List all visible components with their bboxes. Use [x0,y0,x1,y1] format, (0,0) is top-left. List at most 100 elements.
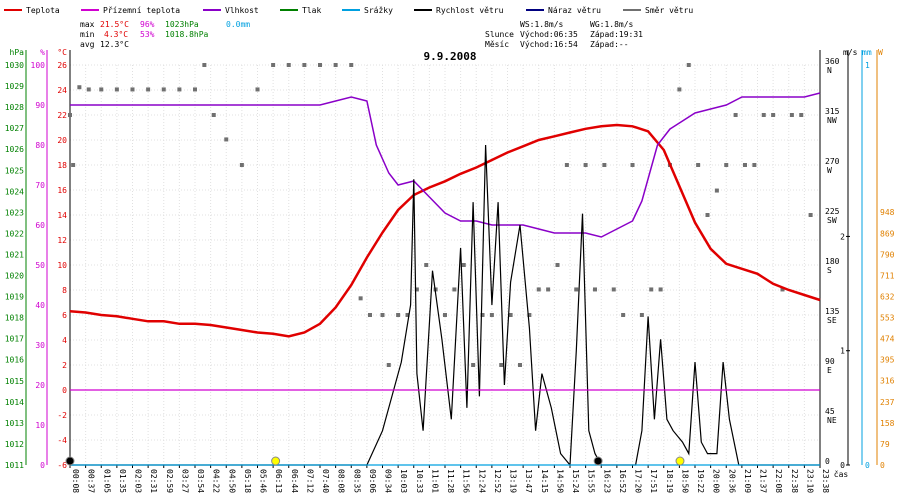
direction-tick-dir-1: NE [827,416,837,425]
marker-3 [65,456,75,466]
wind-dir-point-64 [752,163,757,167]
humidity-tick-1: 10 [35,421,45,430]
stat-max-press: 1023hPa [165,20,199,29]
temperature-tick-1: -4 [57,436,67,445]
x-tick-3: 01:35 [118,469,127,493]
wind-dir-point-50 [621,313,626,317]
humidity-tick-3: 30 [35,341,45,350]
wind-dir-point-12 [211,113,216,117]
pressure-tick-12: 1023 [5,208,24,217]
humidity-tick-0: 0 [40,461,45,470]
sun-label: Slunce [485,30,514,39]
x-tick-9: 04:22 [212,469,221,493]
x-tick-43: 21:09 [743,469,752,493]
x-tick-31: 14:50 [555,469,564,493]
humidity-tick-6: 60 [35,221,45,230]
wind-dir-point-54 [658,287,663,292]
wind-dir-point-62 [733,113,738,117]
wind-axis-label: m/s [843,48,858,57]
wind-dir-point-23 [368,313,372,317]
stats-block: max 21.5°C 96% 1023hPa 0.0mm min 4.3°C 5… [80,20,250,49]
x-tick-17: 08:08 [337,469,346,493]
wind-dir-point-20 [333,63,338,67]
sun-set: Západ:19:31 [590,30,643,39]
wind-dir-point-16 [271,63,276,67]
x-tick-32: 15:24 [571,469,580,493]
legend-label-5: Rychlost větru [436,6,504,15]
wind-dir-point-34 [471,363,476,367]
moon-rise: Východ:16:54 [520,40,578,49]
x-tick-20: 09:34 [384,469,393,493]
direction-tick-dir-6: W [827,166,832,175]
pressure-tick-14: 1025 [5,166,24,175]
x-tick-19: 09:06 [368,469,377,493]
rain-axis-label: mm [862,48,872,57]
x-tick-2: 01:05 [102,469,111,493]
solar-tick-3: 237 [880,398,895,407]
stat-max-temp: 21.5°C [100,20,129,29]
stat-min-press: 1018.8hPa [165,30,209,39]
wind-dir-point-38 [508,313,513,317]
temperature-tick-5: 4 [62,336,67,345]
stat-max-label: max [80,20,95,29]
wind-dir-point-31 [443,313,447,317]
solar-tick-9: 711 [880,271,895,280]
wind-dir-point-32 [452,287,457,292]
stat-avg-label: avg [80,40,95,49]
x-tick-18: 08:35 [352,469,361,493]
x-tick-27: 12:52 [493,469,502,493]
stat-avg-temp: 12.3°C [100,40,129,49]
wind-dir-point-66 [771,113,776,117]
temperature-tick-9: 12 [57,236,67,245]
pressure-tick-10: 1021 [5,250,24,259]
wind-dir-point-42 [546,287,551,292]
wind-dir-point-51 [630,163,635,167]
rain-tick-1: 1 [865,61,870,70]
wind-dir-point-14 [239,163,244,167]
wind-dir-point-67 [780,287,785,292]
x-tick-26: 12:24 [477,469,486,493]
pressure-tick-15: 1026 [5,145,24,154]
direction-tick-deg-0: 0 [825,457,830,466]
x-tick-5: 02:31 [149,469,158,493]
x-tick-21: 10:03 [399,469,408,493]
solar-tick-6: 474 [880,335,895,344]
humidity-tick-4: 40 [35,301,45,310]
x-tick-7: 03:27 [180,469,189,493]
wind-dir-point-2 [77,85,82,90]
temperature-tick-16: 26 [57,61,67,70]
x-tick-47: 23:10 [805,469,814,493]
wind-dir-point-47 [593,287,597,292]
x-tick-41: 20:00 [712,469,721,493]
temperature-tick-7: 8 [62,286,67,295]
x-tick-14: 06:44 [290,469,299,493]
temperature-axis-label: °C [57,48,67,57]
wind-dir-point-52 [639,313,644,317]
pressure-tick-4: 1015 [5,377,24,386]
x-tick-11: 05:18 [243,469,252,493]
series [68,63,821,467]
direction-tick-dir-2: E [827,366,832,375]
solar-tick-1: 79 [880,440,890,449]
wind-dir-point-41 [536,287,541,292]
direction-tick-deg-3: 135 [825,307,840,316]
temperature-tick-3: 0 [62,386,67,395]
temperature-tick-4: 2 [62,361,67,370]
wind-dir-point-15 [255,87,260,92]
wind-ws: WS:1.8m/s [520,20,564,29]
wind-dir-point-5 [114,87,119,92]
x-tick-34: 16:23 [602,469,611,493]
wind-dir-point-48 [602,163,607,167]
sun-rise: Východ:06:35 [520,30,578,39]
direction-tick-dir-3: SE [827,316,837,325]
wind-dir-point-22 [358,296,363,301]
x-tick-36: 17:20 [634,469,643,493]
wind-dir-point-46 [583,163,588,167]
pressure-tick-0: 1011 [5,461,24,470]
marker-0 [271,456,281,466]
wind-dir-point-8 [161,87,166,92]
x-tick-22: 10:33 [415,469,424,493]
direction-tick-deg-2: 90 [825,357,835,366]
wind-sun-block: WS:1.8m/s WG:1.8m/s Slunce Východ:06:35 … [485,20,643,49]
